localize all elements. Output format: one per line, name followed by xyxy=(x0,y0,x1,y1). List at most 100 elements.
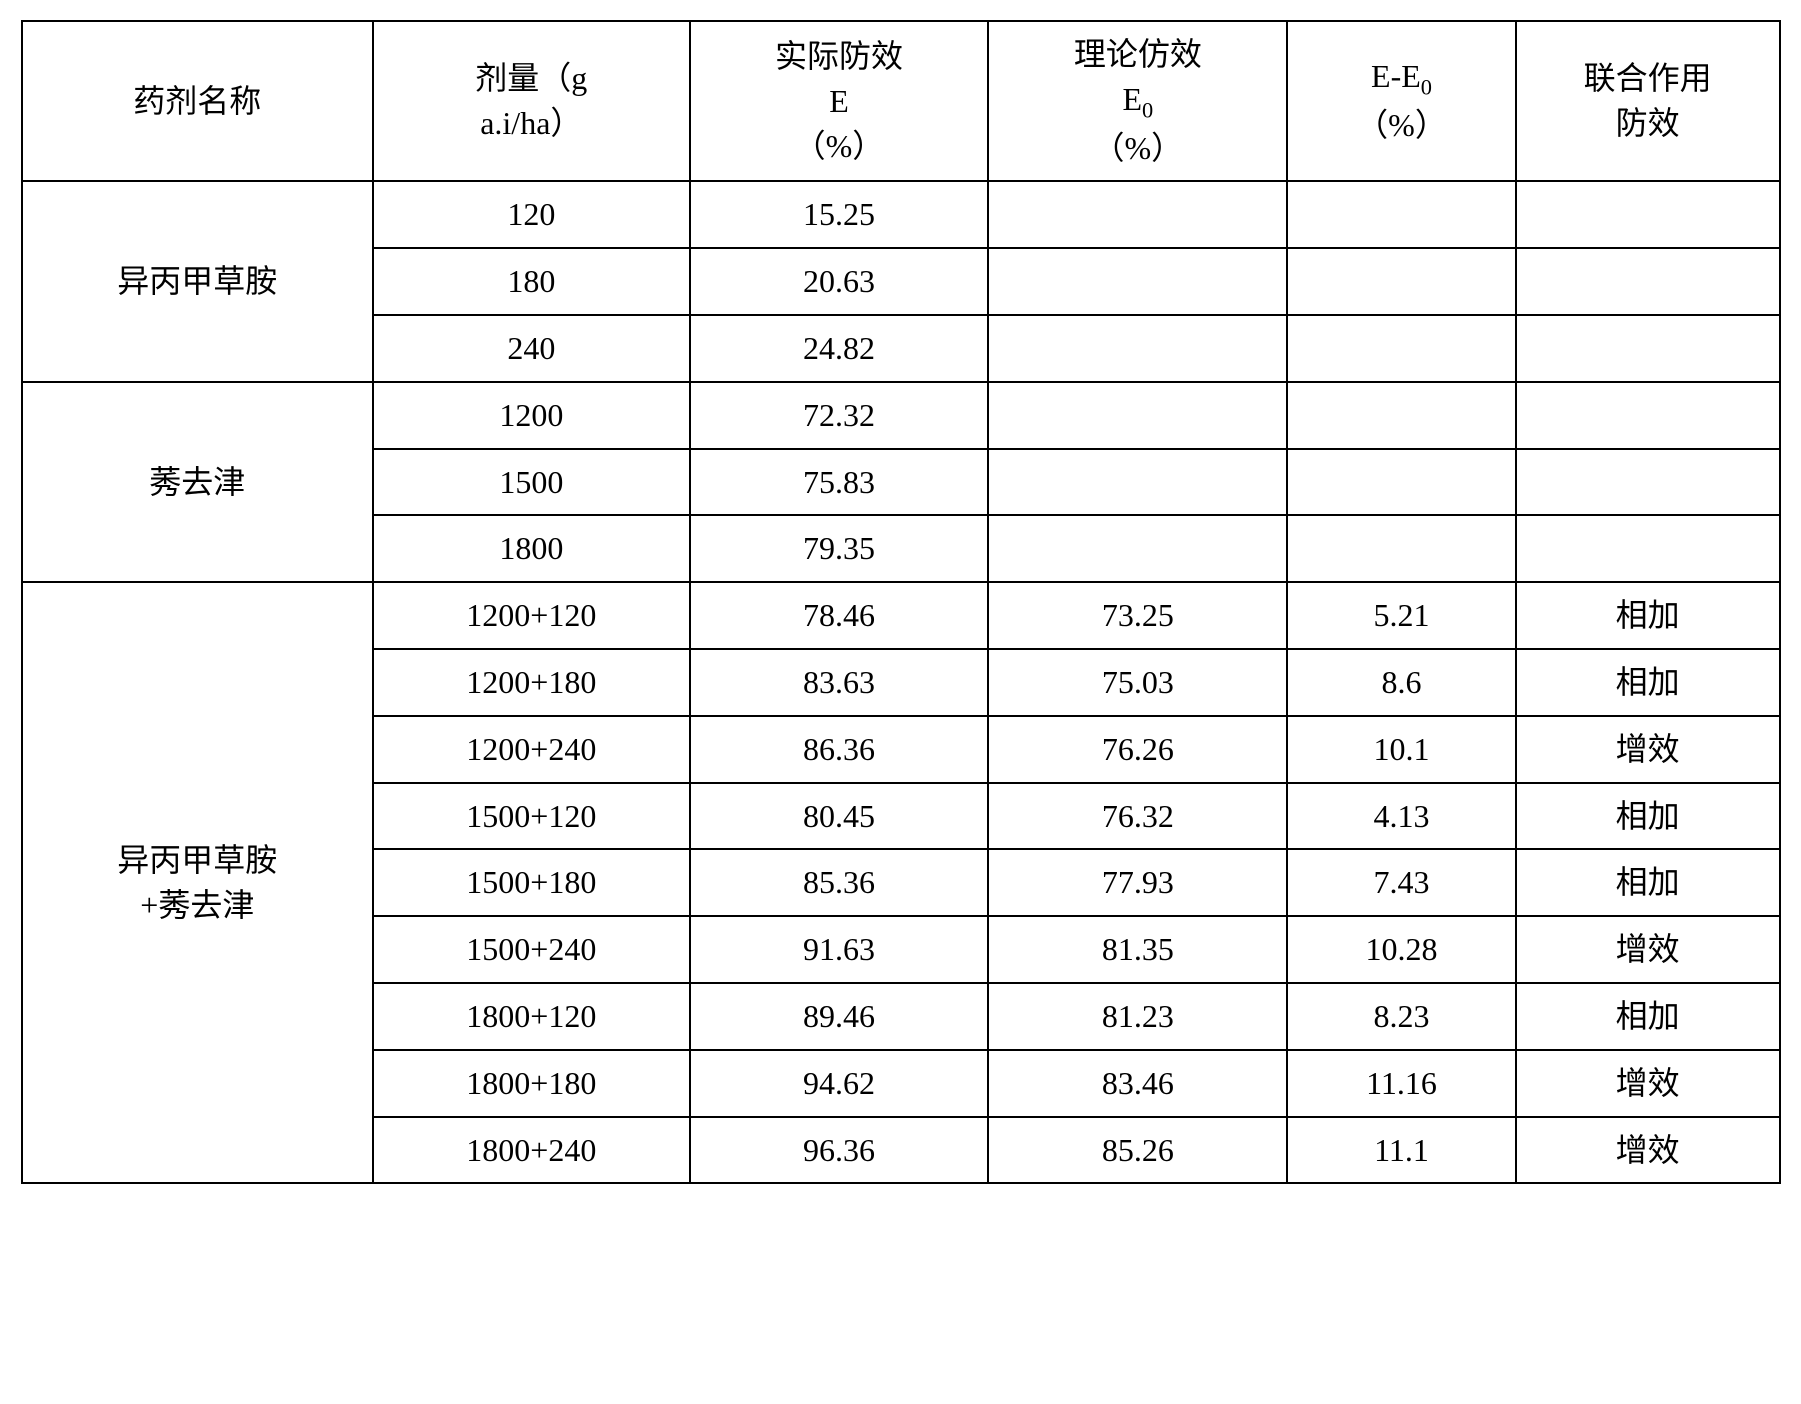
header-actual-e-line3: （%） xyxy=(794,128,885,164)
e-cell: 78.46 xyxy=(690,582,989,649)
header-theory-e0: 理论仿效 E0 （%） xyxy=(988,21,1287,181)
dose-cell: 1800+180 xyxy=(373,1050,689,1117)
header-theory-e0-prefix: E xyxy=(1122,81,1142,117)
header-diff: E-E0 （%） xyxy=(1287,21,1516,181)
e0-cell xyxy=(988,515,1287,582)
e0-cell: 77.93 xyxy=(988,849,1287,916)
effect-cell xyxy=(1516,181,1780,248)
effect-cell: 相加 xyxy=(1516,983,1780,1050)
e-cell: 24.82 xyxy=(690,315,989,382)
diff-cell xyxy=(1287,248,1516,315)
header-actual-e-line1: 实际防效 xyxy=(775,38,903,74)
header-diff-sub: 0 xyxy=(1421,75,1432,100)
effect-cell xyxy=(1516,315,1780,382)
diff-cell xyxy=(1287,181,1516,248)
dose-cell: 1800+120 xyxy=(373,983,689,1050)
e-cell: 89.46 xyxy=(690,983,989,1050)
e0-cell: 85.26 xyxy=(988,1117,1287,1184)
header-combo-line2: 防效 xyxy=(1616,105,1680,141)
header-dose-line1: 剂量（g xyxy=(475,60,587,96)
e-cell: 94.62 xyxy=(690,1050,989,1117)
effect-cell: 增效 xyxy=(1516,1050,1780,1117)
e-cell: 15.25 xyxy=(690,181,989,248)
dose-cell: 1500 xyxy=(373,449,689,516)
dose-cell: 1500+180 xyxy=(373,849,689,916)
header-theory-e0-line3: （%） xyxy=(1092,130,1183,166)
e-cell: 79.35 xyxy=(690,515,989,582)
e-cell: 86.36 xyxy=(690,716,989,783)
header-theory-e0-line1: 理论仿效 xyxy=(1074,36,1202,72)
diff-cell xyxy=(1287,382,1516,449)
e0-cell: 73.25 xyxy=(988,582,1287,649)
agent-name-line2: +莠去津 xyxy=(140,887,254,923)
effect-cell: 增效 xyxy=(1516,1117,1780,1184)
diff-cell: 4.13 xyxy=(1287,783,1516,850)
dose-cell: 180 xyxy=(373,248,689,315)
e0-cell xyxy=(988,248,1287,315)
diff-cell: 10.28 xyxy=(1287,916,1516,983)
agent-name: 异丙甲草胺 +莠去津 xyxy=(22,582,374,1183)
effect-cell xyxy=(1516,248,1780,315)
effect-cell: 相加 xyxy=(1516,783,1780,850)
e0-cell xyxy=(988,382,1287,449)
effect-cell: 相加 xyxy=(1516,649,1780,716)
e-cell: 80.45 xyxy=(690,783,989,850)
diff-cell xyxy=(1287,315,1516,382)
diff-cell xyxy=(1287,449,1516,516)
agent-name-line1: 异丙甲草胺 xyxy=(117,842,277,878)
effect-cell xyxy=(1516,382,1780,449)
agent-name: 异丙甲草胺 xyxy=(22,181,374,381)
e0-cell xyxy=(988,181,1287,248)
e-cell: 83.63 xyxy=(690,649,989,716)
e0-cell xyxy=(988,315,1287,382)
dose-cell: 1200 xyxy=(373,382,689,449)
header-combo: 联合作用 防效 xyxy=(1516,21,1780,181)
table-row: 异丙甲草胺 120 15.25 xyxy=(22,181,1780,248)
dose-cell: 1500+240 xyxy=(373,916,689,983)
header-dose: 剂量（g a.i/ha） xyxy=(373,21,689,181)
header-combo-line1: 联合作用 xyxy=(1584,60,1712,96)
header-actual-e: 实际防效 E （%） xyxy=(690,21,989,181)
header-name: 药剂名称 xyxy=(22,21,374,181)
e-cell: 85.36 xyxy=(690,849,989,916)
diff-cell: 5.21 xyxy=(1287,582,1516,649)
diff-cell: 11.16 xyxy=(1287,1050,1516,1117)
diff-cell: 8.23 xyxy=(1287,983,1516,1050)
header-diff-prefix: E-E xyxy=(1371,58,1421,94)
dose-cell: 1200+120 xyxy=(373,582,689,649)
efficacy-table: 药剂名称 剂量（g a.i/ha） 实际防效 E （%） 理论仿效 E0 （%）… xyxy=(21,20,1781,1184)
effect-cell: 增效 xyxy=(1516,716,1780,783)
e0-cell xyxy=(988,449,1287,516)
diff-cell xyxy=(1287,515,1516,582)
dose-cell: 1800 xyxy=(373,515,689,582)
e-cell: 72.32 xyxy=(690,382,989,449)
header-row: 药剂名称 剂量（g a.i/ha） 实际防效 E （%） 理论仿效 E0 （%）… xyxy=(22,21,1780,181)
dose-cell: 120 xyxy=(373,181,689,248)
diff-cell: 10.1 xyxy=(1287,716,1516,783)
header-actual-e-line2: E xyxy=(829,83,849,119)
effect-cell xyxy=(1516,515,1780,582)
e-cell: 75.83 xyxy=(690,449,989,516)
header-dose-line2: a.i/ha） xyxy=(480,105,582,141)
header-diff-line2: （%） xyxy=(1356,107,1447,143)
diff-cell: 8.6 xyxy=(1287,649,1516,716)
effect-cell: 增效 xyxy=(1516,916,1780,983)
dose-cell: 1200+180 xyxy=(373,649,689,716)
effect-cell: 相加 xyxy=(1516,849,1780,916)
e0-cell: 76.32 xyxy=(988,783,1287,850)
diff-cell: 11.1 xyxy=(1287,1117,1516,1184)
diff-cell: 7.43 xyxy=(1287,849,1516,916)
effect-cell: 相加 xyxy=(1516,582,1780,649)
table-row: 莠去津 1200 72.32 xyxy=(22,382,1780,449)
e-cell: 91.63 xyxy=(690,916,989,983)
dose-cell: 1500+120 xyxy=(373,783,689,850)
e0-cell: 81.23 xyxy=(988,983,1287,1050)
e0-cell: 76.26 xyxy=(988,716,1287,783)
header-theory-e0-sub: 0 xyxy=(1142,97,1153,122)
agent-name: 莠去津 xyxy=(22,382,374,582)
dose-cell: 1200+240 xyxy=(373,716,689,783)
dose-cell: 240 xyxy=(373,315,689,382)
e-cell: 20.63 xyxy=(690,248,989,315)
e-cell: 96.36 xyxy=(690,1117,989,1184)
e0-cell: 81.35 xyxy=(988,916,1287,983)
